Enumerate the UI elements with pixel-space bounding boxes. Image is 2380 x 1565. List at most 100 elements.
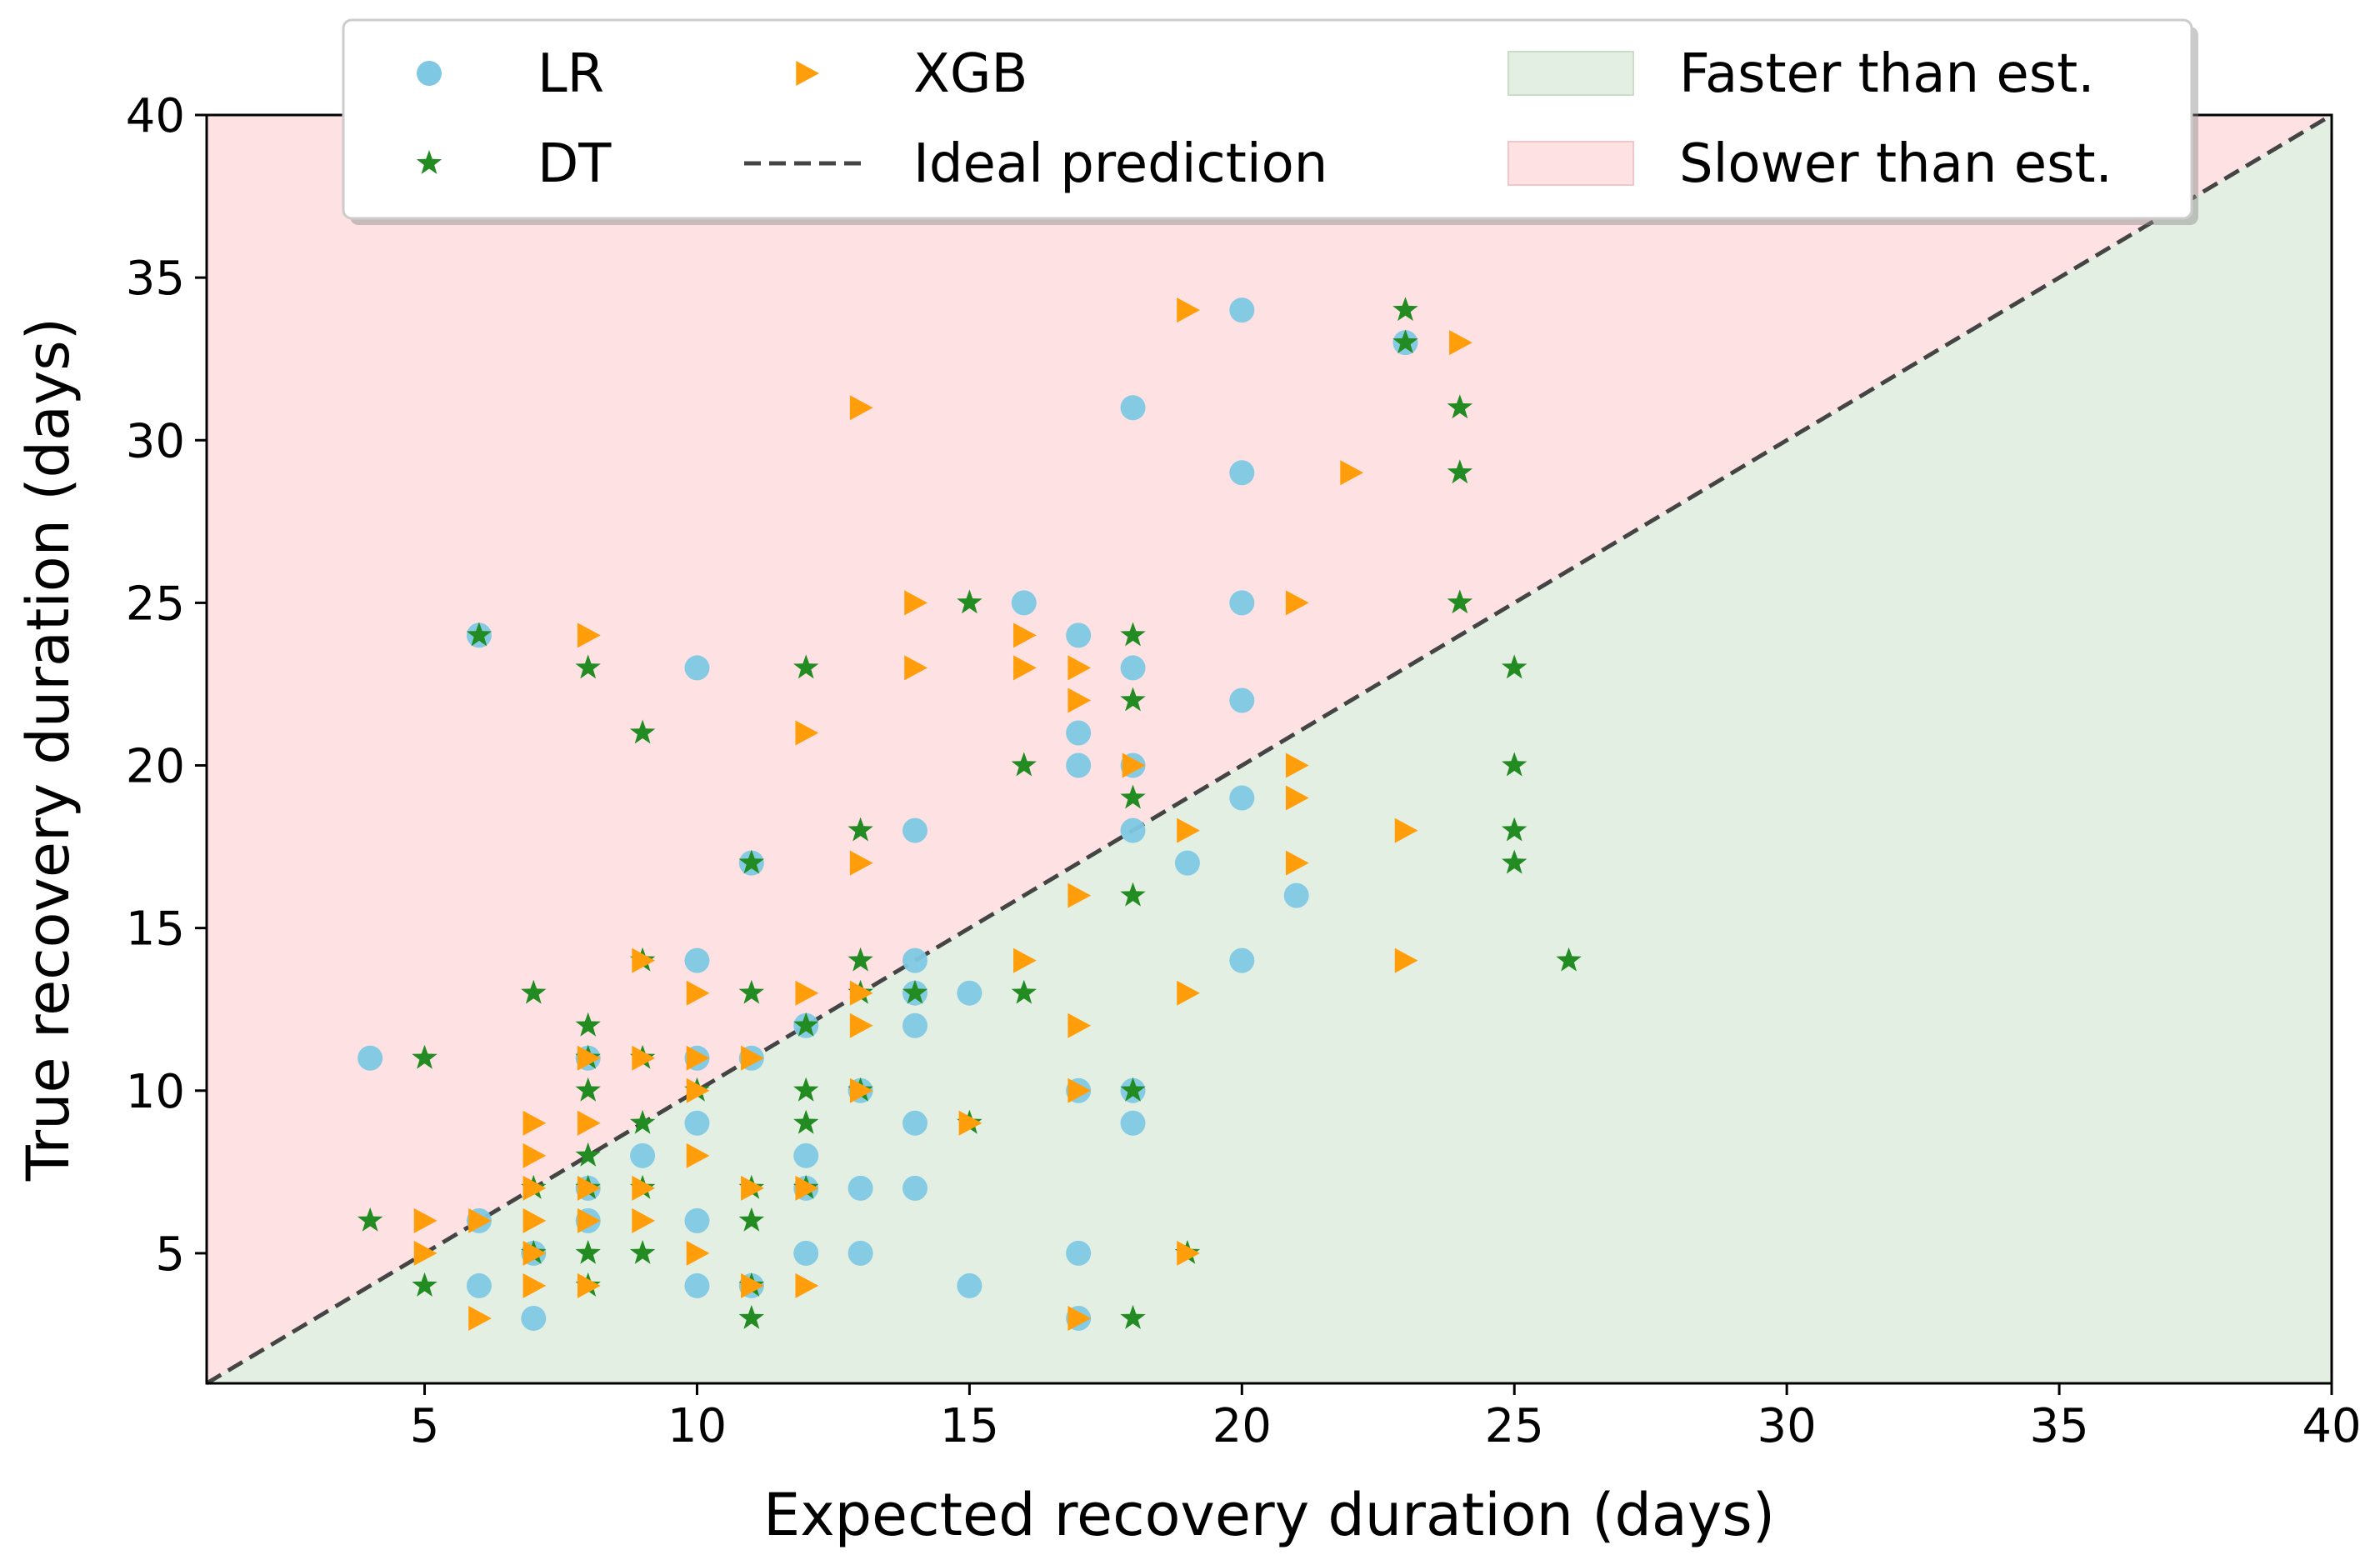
- data-point-lr: [1120, 818, 1146, 843]
- data-point-xgb: [1177, 1240, 1200, 1266]
- legend: LR DT XGB Ideal prediction Faster than est. S…: [342, 18, 2198, 225]
- data-point-xgb: [632, 1045, 656, 1071]
- data-point-xgb: [686, 1045, 710, 1071]
- data-point-dt: [521, 979, 547, 1004]
- data-point-xgb: [468, 1305, 492, 1331]
- data-point-xgb: [1285, 752, 1309, 778]
- data-point-xgb: [849, 850, 873, 876]
- y-tick-label: 20: [126, 740, 185, 794]
- legend-label: Ideal prediction: [913, 133, 1328, 195]
- data-point-xgb: [632, 948, 656, 973]
- legend-marker-patch: [1508, 141, 1634, 186]
- data-point-xgb: [741, 1272, 764, 1298]
- x-tick-label: 40: [2302, 1399, 2361, 1453]
- data-point-lr: [957, 980, 982, 1006]
- series-xgb: [413, 298, 1472, 1331]
- data-point-dt: [1392, 329, 1418, 354]
- data-point-dt: [575, 654, 601, 679]
- x-tick-label: 15: [940, 1399, 999, 1453]
- data-point-xgb: [577, 1045, 601, 1071]
- data-point-dt: [629, 719, 656, 744]
- data-point-lr: [1120, 1110, 1146, 1136]
- data-point-xgb: [686, 980, 710, 1006]
- data-point-lr: [957, 1272, 982, 1298]
- data-point-lr: [684, 655, 710, 681]
- data-point-xgb: [577, 1272, 601, 1298]
- data-point-dt: [1120, 622, 1146, 647]
- data-point-lr: [848, 1175, 873, 1201]
- x-tick-label: 20: [1212, 1399, 1272, 1453]
- data-point-dt: [1120, 687, 1146, 712]
- data-point-dt: [357, 1207, 383, 1232]
- data-point-xgb: [1122, 752, 1146, 778]
- x-tick-label: 25: [1485, 1399, 1544, 1453]
- data-point-lr: [1229, 688, 1255, 713]
- data-point-lr: [902, 818, 928, 843]
- data-point-xgb: [849, 980, 873, 1006]
- data-point-lr: [1229, 590, 1255, 616]
- data-point-xgb: [1285, 590, 1309, 616]
- legend-item-dt: DT: [416, 133, 612, 195]
- data-point-xgb: [522, 1110, 547, 1136]
- data-point-xgb: [686, 1240, 710, 1266]
- data-point-xgb: [849, 395, 873, 421]
- data-point-xgb: [1068, 688, 1092, 713]
- data-point-xgb: [1177, 818, 1200, 843]
- legend-label: XGB: [913, 43, 1028, 105]
- legend-label: Faster than est.: [1679, 43, 2095, 105]
- y-tick-label: 35: [126, 252, 185, 306]
- data-point-dt: [1502, 817, 1528, 842]
- data-point-lr: [358, 1045, 383, 1071]
- axes-layer: 5 10 15 20 25 30 35 40 5 10 15 20 25 30 35 40: [126, 89, 2362, 1453]
- data-point-xgb: [413, 1240, 438, 1266]
- data-point-lr: [1066, 752, 1092, 778]
- data-point-xgb: [795, 1272, 819, 1298]
- data-point-dt: [738, 1207, 765, 1232]
- data-point-lr: [684, 1272, 710, 1298]
- data-point-xgb: [1068, 882, 1092, 908]
- data-point-xgb: [1394, 818, 1418, 843]
- data-point-xgb: [904, 590, 928, 616]
- data-point-dt: [793, 1012, 819, 1037]
- data-point-dt: [629, 1109, 656, 1134]
- data-point-lr: [1283, 882, 1309, 908]
- ideal-prediction-line: [205, 112, 2333, 1386]
- data-point-xgb: [686, 1078, 710, 1103]
- data-point-lr: [1120, 655, 1146, 681]
- data-point-dt: [629, 1239, 656, 1264]
- data-point-xgb: [849, 1012, 873, 1038]
- y-tick-label: 30: [126, 414, 185, 468]
- y-tick-label: 5: [155, 1228, 185, 1282]
- data-point-lr: [902, 1012, 928, 1038]
- data-point-xgb: [577, 1110, 601, 1136]
- data-point-lr: [1229, 785, 1255, 811]
- data-point-xgb: [1068, 1305, 1092, 1331]
- data-point-dt: [738, 1304, 765, 1329]
- y-tick-label: 25: [126, 577, 185, 631]
- legend-item-slower-than-est: Slower than est.: [1508, 133, 2112, 195]
- data-point-xgb: [1177, 298, 1200, 323]
- data-point-lr: [902, 1110, 928, 1136]
- x-axis-label: Expected recovery duration (days): [763, 1481, 1775, 1549]
- data-point-lr: [1066, 720, 1092, 746]
- data-point-xgb: [795, 980, 819, 1006]
- data-point-xgb: [468, 1208, 492, 1233]
- data-point-dt: [793, 654, 819, 679]
- data-point-lr: [793, 1142, 819, 1168]
- legend-item-faster-than-est: Faster than est.: [1508, 43, 2095, 105]
- data-point-dt: [1392, 297, 1418, 322]
- y-tick-label: 15: [126, 902, 185, 957]
- data-point-lr: [1066, 1240, 1092, 1266]
- data-point-dt: [1502, 849, 1528, 874]
- legend-item-xgb: XGB: [796, 43, 1028, 105]
- data-point-xgb: [1285, 785, 1309, 811]
- data-point-xgb: [741, 1175, 764, 1201]
- data-point-dt: [1120, 1077, 1146, 1102]
- data-point-lr: [684, 1208, 710, 1233]
- data-point-xgb: [795, 720, 819, 746]
- data-point-dt: [412, 1044, 438, 1069]
- data-point-xgb: [522, 1142, 547, 1168]
- x-tick-label: 10: [668, 1399, 727, 1453]
- data-point-dt: [466, 622, 492, 647]
- data-point-dt: [1447, 394, 1473, 419]
